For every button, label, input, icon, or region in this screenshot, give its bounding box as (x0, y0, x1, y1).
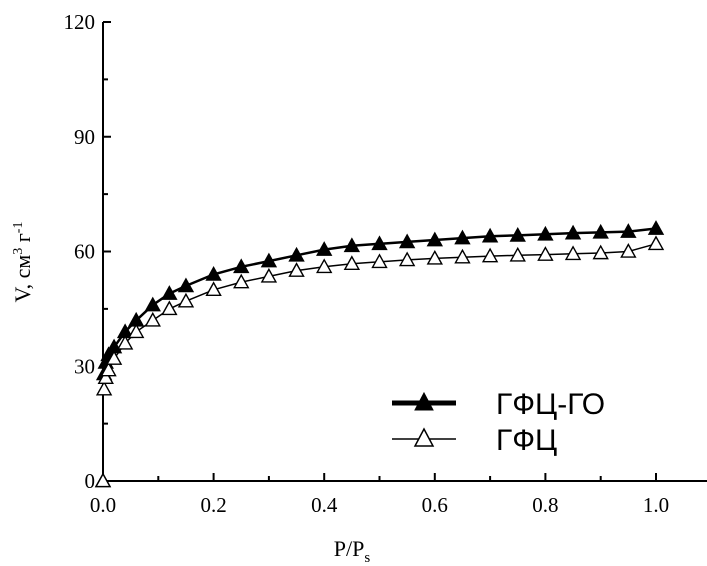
y-tick-label: 60 (74, 240, 95, 264)
data-point (481, 227, 499, 243)
series-gfc (94, 235, 665, 488)
data-point (177, 292, 195, 308)
x-tick-label: 1.0 (643, 493, 669, 517)
x-tick-label: 0.6 (422, 493, 448, 517)
data-point (426, 231, 443, 247)
data-point (116, 334, 134, 350)
data-point (316, 241, 333, 256)
data-point (509, 246, 526, 262)
legend-label-gfc: ГФЦ (496, 424, 557, 457)
data-point (454, 229, 471, 245)
data-point (398, 233, 416, 249)
data-point (647, 220, 665, 235)
data-point (260, 267, 278, 283)
x-tick-label: 0.2 (200, 493, 226, 517)
data-point (97, 369, 114, 385)
data-point (620, 223, 637, 238)
data-point (205, 281, 222, 297)
data-point (205, 266, 222, 281)
data-point (233, 258, 250, 274)
data-point (426, 249, 443, 265)
data-point (371, 235, 388, 251)
data-point (647, 235, 665, 251)
data-point (233, 273, 250, 289)
data-point (260, 252, 278, 268)
series-layer (94, 220, 665, 488)
y-tick-label: 120 (64, 10, 96, 34)
y-tick-label: 0 (85, 469, 96, 493)
y-tick-label: 30 (74, 354, 95, 378)
data-point (620, 243, 637, 258)
data-point (316, 258, 333, 274)
legend-item-gfc: ГФЦ (392, 424, 557, 457)
data-point (343, 255, 361, 271)
data-point (371, 253, 388, 269)
data-point (481, 247, 499, 263)
y-axis-label: V, см3 г-1 (10, 222, 35, 303)
data-point (94, 472, 112, 488)
x-tick-label: 0.0 (90, 493, 116, 517)
y-tick-label: 90 (74, 125, 95, 149)
data-point (564, 245, 582, 261)
data-point (161, 285, 178, 300)
data-point (95, 380, 113, 396)
x-axis-label: P/Ps (334, 536, 371, 566)
data-point (343, 237, 361, 253)
data-point (177, 277, 195, 293)
data-point (288, 246, 305, 262)
data-point (564, 224, 582, 240)
data-point (592, 244, 609, 260)
y-axis: 0 30 60 90 120 (64, 10, 111, 493)
data-point (537, 225, 554, 241)
x-axis: 0.0 0.2 0.4 0.6 0.8 1.0 (90, 473, 669, 517)
data-point (100, 361, 117, 377)
data-point (592, 223, 609, 239)
data-point (288, 262, 305, 277)
data-point (161, 300, 178, 316)
data-point (537, 246, 554, 261)
data-point (509, 226, 526, 242)
data-point (105, 350, 123, 365)
data-point (454, 248, 471, 264)
legend-item-gfc-go: ГФЦ-ГО (392, 388, 605, 421)
data-point (144, 296, 161, 312)
x-tick-label: 0.8 (532, 493, 558, 517)
x-tick-label: 0.4 (311, 493, 338, 517)
legend: ГФЦ-ГО ГФЦ (392, 388, 605, 457)
data-point (144, 311, 161, 327)
data-point (127, 323, 145, 339)
legend-label-gfc-go: ГФЦ-ГО (496, 388, 605, 421)
data-point (398, 251, 416, 267)
